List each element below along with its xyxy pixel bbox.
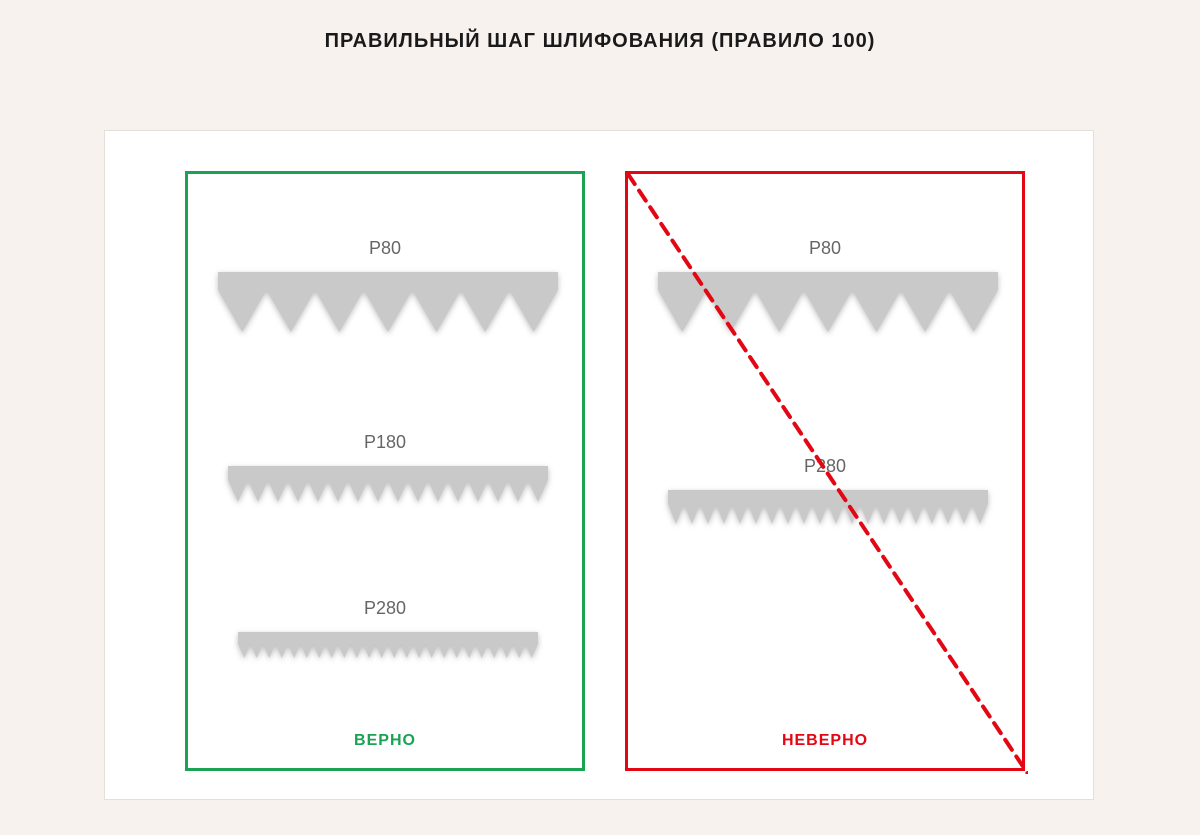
page-root: ПРАВИЛЬНЫЙ ШАГ ШЛИФОВАНИЯ (ПРАВИЛО 100) … [0, 0, 1200, 835]
abrasive-strip-icon [218, 272, 558, 338]
grit-label: P80 [188, 238, 582, 259]
diagram-canvas: ВЕРНО P80 P180 P280 НЕВЕРНО P80P280 [104, 130, 1094, 800]
abrasive-strip [218, 272, 558, 338]
abrasive-strip-icon [238, 632, 538, 664]
abrasive-strip-icon [228, 466, 548, 508]
abrasive-strip [228, 466, 548, 508]
page-title: ПРАВИЛЬНЫЙ ШАГ ШЛИФОВАНИЯ (ПРАВИЛО 100) [0, 0, 1200, 53]
panel-correct: ВЕРНО P80 P180 P280 [185, 171, 585, 771]
panel-correct-label: ВЕРНО [188, 732, 582, 750]
strike-line-icon [628, 174, 1028, 774]
grit-label: P180 [188, 432, 582, 453]
grit-label: P280 [188, 598, 582, 619]
abrasive-strip [238, 632, 538, 664]
panel-incorrect: НЕВЕРНО P80P280 [625, 171, 1025, 771]
